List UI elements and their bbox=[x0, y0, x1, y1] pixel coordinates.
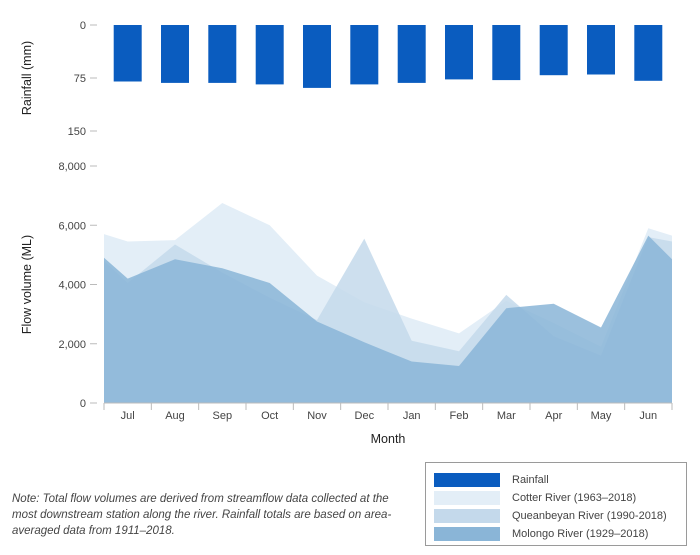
legend-label-cotter: Cotter River (1963–2018) bbox=[512, 492, 637, 504]
rain-y-tick-label: 75 bbox=[74, 73, 86, 85]
rainfall-bar bbox=[161, 25, 189, 83]
flow-y-tick-label: 2,000 bbox=[58, 339, 86, 351]
x-tick-label: Oct bbox=[261, 410, 278, 422]
x-tick-label: Aug bbox=[165, 410, 185, 422]
legend: Rainfall Cotter River (1963–2018) Queanb… bbox=[425, 462, 687, 546]
x-tick-label: May bbox=[591, 410, 612, 422]
rainfall-bar bbox=[255, 25, 284, 85]
rain-y-tick-label: 150 bbox=[68, 126, 86, 138]
legend-item-cotter: Cotter River (1963–2018) bbox=[434, 490, 636, 506]
legend-item-rainfall: Rainfall bbox=[434, 472, 549, 488]
legend-label-queanbeyan: Queanbeyan River (1990-2018) bbox=[512, 510, 667, 522]
legend-label-molongo: Molongo River (1929–2018) bbox=[512, 528, 649, 540]
rainfall-bar bbox=[303, 25, 331, 88]
legend-swatch-cotter bbox=[434, 491, 500, 505]
rain-y-axis-title: Rainfall (mm) bbox=[20, 41, 34, 115]
rainfall-bar bbox=[445, 25, 473, 80]
legend-item-queanbeyan: Queanbeyan River (1990-2018) bbox=[434, 508, 667, 524]
flow-y-tick-label: 6,000 bbox=[58, 220, 86, 232]
legend-swatch-molongo bbox=[434, 527, 500, 541]
flow-y-axis-title: Flow volume (ML) bbox=[20, 235, 34, 334]
rainfall-bar bbox=[539, 25, 568, 76]
x-tick-label: Apr bbox=[545, 410, 562, 422]
rainfall-bar bbox=[113, 25, 142, 82]
rainfall-bar bbox=[634, 25, 663, 81]
legend-swatch-rainfall bbox=[434, 473, 500, 487]
flow-y-tick-label: 4,000 bbox=[58, 280, 86, 292]
x-tick-label: Feb bbox=[450, 410, 469, 422]
flow-area-molongo bbox=[104, 235, 672, 403]
x-tick-label: Mar bbox=[497, 410, 516, 422]
legend-swatch-queanbeyan bbox=[434, 509, 500, 523]
x-tick-label: Jun bbox=[639, 410, 657, 422]
legend-item-molongo: Molongo River (1929–2018) bbox=[434, 526, 648, 542]
rainfall-bar bbox=[587, 25, 615, 75]
x-tick-label: Dec bbox=[355, 410, 375, 422]
rainfall-bar bbox=[492, 25, 521, 81]
flow-y-tick-label: 8,000 bbox=[58, 161, 86, 173]
x-tick-label: Jan bbox=[403, 410, 421, 422]
x-tick-label: Nov bbox=[307, 410, 327, 422]
flow-y-tick-label: 0 bbox=[80, 398, 86, 410]
x-tick-label: Sep bbox=[213, 410, 233, 422]
rain-y-tick-label: 0 bbox=[80, 20, 86, 32]
note-text: Note: Total flow volumes are derived fro… bbox=[12, 493, 392, 538]
legend-label-rainfall: Rainfall bbox=[512, 474, 549, 486]
x-tick-label: Jul bbox=[121, 410, 135, 422]
x-axis-title: Month bbox=[371, 432, 406, 446]
rainfall-bar bbox=[397, 25, 426, 83]
rainfall-bar bbox=[208, 25, 237, 83]
rainfall-bar bbox=[350, 25, 379, 85]
